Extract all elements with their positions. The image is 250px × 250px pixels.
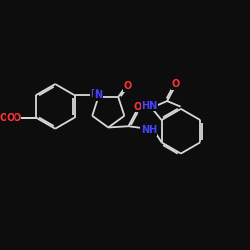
Text: O: O — [133, 102, 141, 112]
Text: O: O — [172, 79, 180, 89]
Text: O: O — [0, 112, 8, 122]
Text: O: O — [13, 112, 21, 122]
Text: O: O — [124, 82, 132, 92]
Text: N: N — [90, 89, 99, 99]
Text: O: O — [6, 112, 15, 122]
Text: NH: NH — [141, 125, 157, 135]
Text: HN: HN — [142, 101, 158, 111]
Text: N: N — [94, 90, 102, 101]
